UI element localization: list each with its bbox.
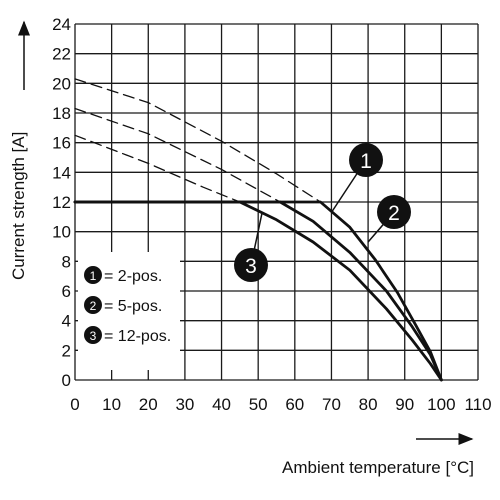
dashed-curve-3 [74,134,241,203]
callout-badge-2 [377,195,411,229]
callout-number-1: 1 [360,150,372,173]
y-tick-label: 14 [52,163,71,182]
y-tick-label: 16 [52,134,71,153]
legend-badge-number: 2 [90,299,97,313]
legend: 1 = 2-pos. 2 = 5-pos. 3 = 12-pos. [78,252,180,370]
legend-badge-1 [84,266,102,284]
y-tick-label: 24 [52,15,71,34]
legend-label: = 2-pos. [104,268,162,285]
x-axis-label: Ambient temperature [°C] [282,458,474,477]
y-tick-label: 2 [62,341,71,360]
callout-badge-3 [234,248,268,282]
x-tick-label: 30 [175,395,194,414]
legend-badge-3 [84,326,102,344]
x-tick-label: 80 [359,395,378,414]
x-tick-label: 20 [139,395,158,414]
derating-curve-2 [73,200,443,382]
x-tick-label: 40 [212,395,231,414]
x-tick-label: 70 [322,395,341,414]
y-axis-label: Current strength [A] [9,132,28,280]
x-tick-label: 60 [285,395,304,414]
y-tick-label: 12 [52,193,71,212]
legend-badge-number: 1 [90,269,97,283]
x-tick-label: 90 [395,395,414,414]
derating-curve-1 [73,200,443,382]
axis-ticks: 0 10 20 30 40 50 60 70 80 90 100 110024681012141618… [52,15,491,414]
curve-callouts: 1 2 3 [234,143,411,282]
legend-label: = 5-pos. [104,298,162,315]
callout-number-3: 3 [245,255,257,278]
x-tick-label: 110 [464,395,491,414]
y-tick-label: 10 [52,223,71,242]
dashed-curve-1 [74,78,322,203]
y-tick-label: 18 [52,104,71,123]
x-axis-label-group: Ambient temperature [°C] [282,433,474,477]
x-tick-label: 10 [102,395,121,414]
y-tick-label: 0 [62,371,71,390]
dashed-curve-2 [74,107,281,203]
x-tick-label: 50 [249,395,268,414]
y-tick-label: 8 [62,252,71,271]
grid [74,23,479,381]
y-tick-label: 20 [52,74,71,93]
y-tick-label: 22 [52,45,71,64]
x-tick-label: 0 [70,395,79,414]
y-tick-label: 4 [62,312,71,331]
legend-badge-number: 3 [90,329,97,343]
callout-badge-1 [349,143,383,177]
legend-badge-2 [84,296,102,314]
x-tick-label: 100 [427,395,455,414]
series-group [73,78,443,382]
y-axis-label-group: Current strength [A] [9,20,30,280]
legend-label: = 12-pos. [104,328,171,345]
y-tick-label: 6 [62,282,71,301]
callout-number-2: 2 [388,202,400,225]
derating-curve-3 [73,200,443,382]
